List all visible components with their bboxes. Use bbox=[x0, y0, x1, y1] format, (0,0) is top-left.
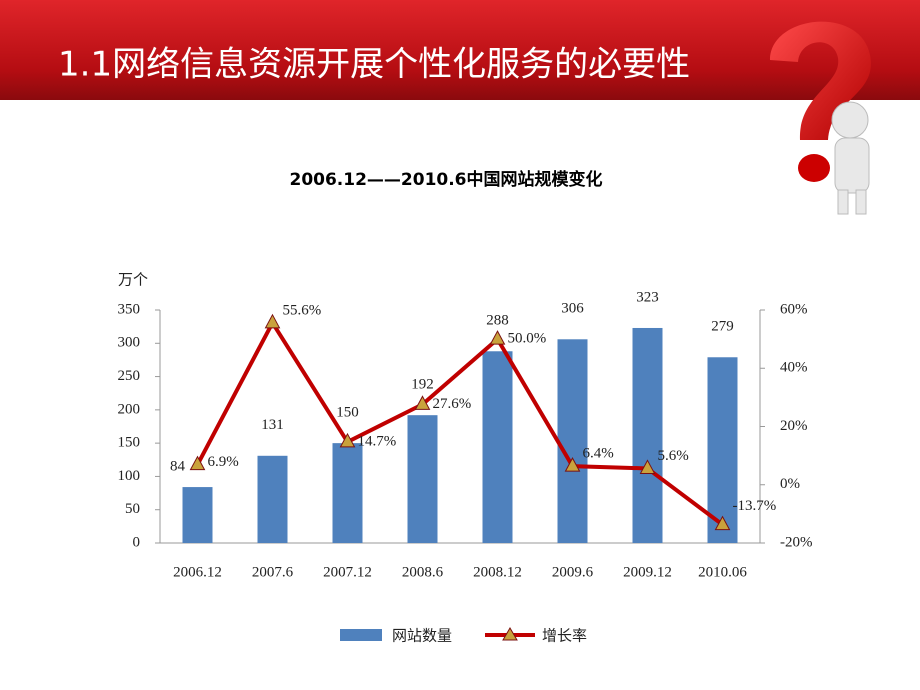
bar-value-label: 84 bbox=[170, 459, 186, 475]
line-value-label: 5.6% bbox=[658, 448, 689, 464]
bar bbox=[182, 487, 213, 543]
y2-tick-label: 20% bbox=[780, 418, 808, 434]
line-value-label: 27.6% bbox=[433, 396, 472, 412]
x-tick-label: 2007.6 bbox=[252, 564, 294, 580]
bar bbox=[557, 339, 588, 543]
y2-tick-label: -20% bbox=[780, 534, 813, 550]
y-tick-label: 0 bbox=[133, 534, 141, 550]
line-value-label: 6.4% bbox=[583, 446, 614, 462]
y-tick-label: 50 bbox=[125, 501, 140, 517]
x-tick-label: 2009.12 bbox=[623, 564, 672, 580]
y-tick-label: 250 bbox=[118, 368, 141, 384]
bar bbox=[257, 455, 288, 543]
line-marker bbox=[639, 459, 656, 474]
x-tick-label: 2010.06 bbox=[698, 564, 747, 580]
bar bbox=[632, 327, 663, 543]
bar-value-label: 279 bbox=[711, 319, 734, 335]
y-tick-label: 100 bbox=[118, 468, 141, 484]
line-marker bbox=[264, 313, 281, 329]
legend-label: 增长率 bbox=[542, 627, 587, 645]
line-value-label: 6.9% bbox=[208, 454, 239, 470]
x-tick-label: 2008.6 bbox=[402, 564, 444, 580]
line-marker bbox=[489, 330, 506, 345]
y2-tick-label: 60% bbox=[780, 301, 808, 317]
y2-tick-label: 0% bbox=[780, 476, 800, 492]
bar bbox=[482, 351, 513, 543]
bar-value-label: 131 bbox=[261, 417, 284, 433]
line-value-label: 14.7% bbox=[358, 433, 397, 449]
bar-value-label: 288 bbox=[486, 313, 509, 329]
bar bbox=[707, 357, 738, 543]
line-marker bbox=[414, 395, 431, 410]
y-tick-label: 200 bbox=[118, 401, 141, 417]
bar bbox=[407, 415, 438, 543]
legend-marker bbox=[502, 627, 518, 641]
y-tick-label: 350 bbox=[118, 301, 141, 317]
x-tick-label: 2006.12 bbox=[173, 564, 222, 580]
growth-line bbox=[195, 318, 724, 527]
y-tick-label: 300 bbox=[118, 335, 141, 351]
bar bbox=[332, 443, 363, 543]
legend-label: 网站数量 bbox=[392, 627, 452, 645]
slide-title: 1.1网络信息资源开展个性化服务的必要性 bbox=[58, 45, 690, 85]
x-tick-label: 2007.12 bbox=[323, 564, 372, 580]
bar-value-label: 323 bbox=[636, 289, 659, 305]
line-value-label: -13.7% bbox=[733, 498, 777, 514]
y-tick-label: 150 bbox=[118, 435, 141, 451]
x-tick-label: 2008.12 bbox=[473, 564, 522, 580]
legend-swatch bbox=[340, 629, 382, 641]
line-marker bbox=[189, 455, 206, 471]
y2-tick-label: 40% bbox=[780, 360, 808, 376]
line-marker bbox=[564, 457, 581, 472]
question-icon bbox=[770, 21, 871, 215]
line-value-label: 50.0% bbox=[508, 331, 547, 347]
y-axis-unit: 万个 bbox=[118, 271, 148, 288]
header-band bbox=[0, 0, 920, 100]
bar-value-label: 192 bbox=[411, 377, 434, 393]
x-tick-label: 2009.6 bbox=[552, 564, 594, 580]
line-value-label: 55.6% bbox=[283, 302, 322, 318]
bar-value-label: 150 bbox=[336, 405, 359, 421]
line-marker bbox=[714, 515, 731, 531]
bar-value-label: 306 bbox=[561, 301, 584, 317]
line-marker bbox=[339, 432, 356, 448]
chart-title: 2006.12——2010.6中国网站规模变化 bbox=[289, 169, 602, 190]
